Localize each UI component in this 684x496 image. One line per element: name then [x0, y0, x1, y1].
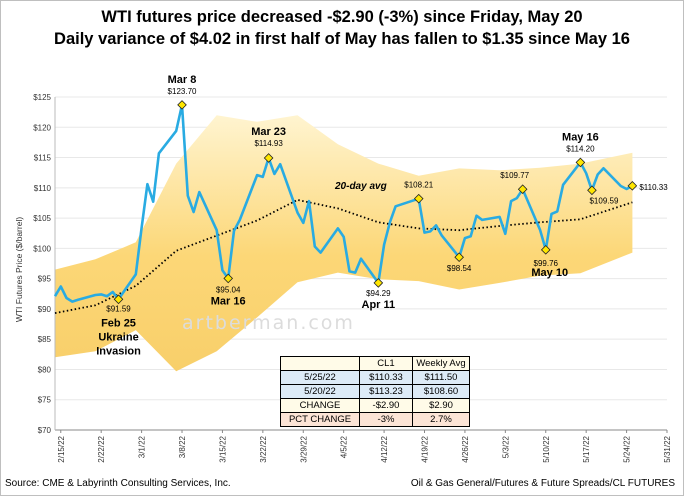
watermark: artberman.com [182, 312, 355, 334]
y-tick-label: $85 [38, 335, 52, 344]
data-point-label: $94.29 [366, 289, 391, 298]
data-point-label: $114.93 [254, 139, 283, 148]
x-tick-label: 3/8/22 [178, 435, 187, 458]
file-path-note: Oil & Gas General/Futures & Future Sprea… [410, 478, 675, 489]
x-tick-label: 5/10/22 [542, 435, 551, 462]
y-tick-label: $95 [38, 275, 52, 284]
x-tick-label: 4/12/22 [380, 435, 389, 462]
annotation-label: May 10 [531, 267, 568, 279]
avg-series-label: 20-day avg [334, 181, 387, 192]
data-point-marker [373, 278, 384, 288]
annotation-sublabel: Invasion [96, 345, 141, 357]
table-row: 5/25/22 $110.33 $111.50 [280, 370, 470, 385]
x-tick-label: 2/22/22 [97, 435, 106, 462]
table-row: 5/20/22 $113.23 $108.60 [280, 384, 470, 399]
table-header-cell: CL1 [359, 356, 413, 371]
chart-title-line-2: Daily variance of $4.02 in first half of… [54, 30, 630, 48]
x-tick-label: 4/5/22 [340, 435, 349, 458]
annotation-label: Feb 25 [101, 317, 136, 329]
table-cell: CHANGE [280, 398, 360, 413]
x-tick-label: 3/15/22 [218, 435, 227, 462]
data-point-label: $114.20 [566, 144, 595, 153]
table-header-cell [280, 356, 360, 371]
summary-table: CL1 Weekly Avg 5/25/22 $110.33 $111.50 5… [280, 356, 470, 427]
y-tick-label: $100 [33, 244, 51, 253]
table-row: CHANGE -$2.90 $2.90 [280, 398, 470, 413]
x-tick-label: 2/15/22 [57, 435, 66, 462]
y-tick-label: $120 [33, 123, 51, 132]
annotation-sublabel: Ukraine [98, 331, 138, 343]
y-tick-label: $125 [33, 93, 51, 102]
data-point-label: $123.70 [168, 87, 197, 96]
data-point-label: $110.33 [639, 183, 668, 192]
data-point-marker [540, 245, 551, 255]
data-point-marker [413, 193, 424, 204]
data-point-label: $95.04 [216, 285, 241, 294]
annotation-label: Apr 11 [362, 299, 396, 311]
table-cell: $111.50 [412, 370, 470, 385]
data-point-marker [263, 153, 274, 163]
x-tick-label: 4/19/22 [421, 435, 430, 462]
chart-title-line-1: WTI futures price decreased -$2.90 (-3%)… [101, 8, 583, 26]
table-cell: -3% [359, 412, 413, 427]
x-tick-label: 3/29/22 [299, 435, 308, 462]
y-tick-label: $75 [38, 396, 52, 405]
table-cell: $113.23 [359, 384, 413, 399]
data-point-label: $99.76 [534, 259, 559, 268]
table-cell: -$2.90 [359, 398, 413, 413]
y-tick-label: $115 [34, 154, 52, 163]
y-tick-label: $90 [38, 305, 52, 314]
table-cell: PCT CHANGE [280, 412, 360, 427]
price-series-line [53, 103, 634, 303]
x-tick-label: 5/17/22 [582, 435, 591, 462]
table-header-cell: Weekly Avg [412, 356, 470, 371]
y-axis-label: WTI Futures Price ($/barrel) [14, 217, 24, 322]
x-tick-label: 5/24/22 [623, 435, 632, 462]
table-row: PCT CHANGE -3% 2.7% [280, 412, 470, 427]
data-point-marker [627, 181, 638, 191]
y-tick-label: $110 [34, 184, 52, 193]
x-tick-label: 4/26/22 [461, 435, 470, 462]
data-point-marker [454, 252, 464, 263]
data-point-marker [587, 185, 597, 196]
y-tick-label: $70 [38, 426, 52, 435]
annotation-label: May 16 [562, 131, 599, 143]
data-point-label: $109.59 [589, 196, 618, 205]
data-point-label: $98.54 [447, 264, 472, 273]
table-cell: $110.33 [359, 370, 413, 385]
table-header-row: CL1 Weekly Avg [280, 356, 470, 371]
x-tick-label: 3/1/22 [138, 435, 147, 458]
annotation-label: Mar 16 [211, 295, 246, 307]
x-tick-label: 5/3/22 [501, 435, 510, 458]
table-cell: $2.90 [412, 398, 470, 413]
data-point-marker [575, 157, 586, 168]
annotation-label: Mar 23 [251, 126, 286, 138]
source-note: Source: CME & Labyrinth Consulting Servi… [5, 478, 231, 489]
data-point-label: $91.59 [106, 304, 131, 313]
x-tick-label: 3/22/22 [259, 435, 268, 462]
avg-series-line [54, 198, 633, 314]
data-point-label: $108.21 [404, 181, 433, 190]
x-tick-label: 5/31/22 [663, 435, 672, 462]
table-cell: 2.7% [412, 412, 470, 427]
annotation-label: Mar 8 [168, 74, 197, 86]
table-cell: 5/25/22 [280, 370, 360, 385]
table-cell: 5/20/22 [280, 384, 360, 399]
data-point-marker [177, 100, 187, 110]
data-point-marker [517, 184, 528, 195]
table-cell: $108.60 [412, 384, 470, 399]
y-tick-label: $80 [38, 365, 52, 374]
data-point-marker [223, 273, 234, 284]
y-tick-label: $105 [33, 214, 51, 223]
data-point-marker [113, 294, 124, 305]
data-point-label: $109.77 [500, 171, 529, 180]
